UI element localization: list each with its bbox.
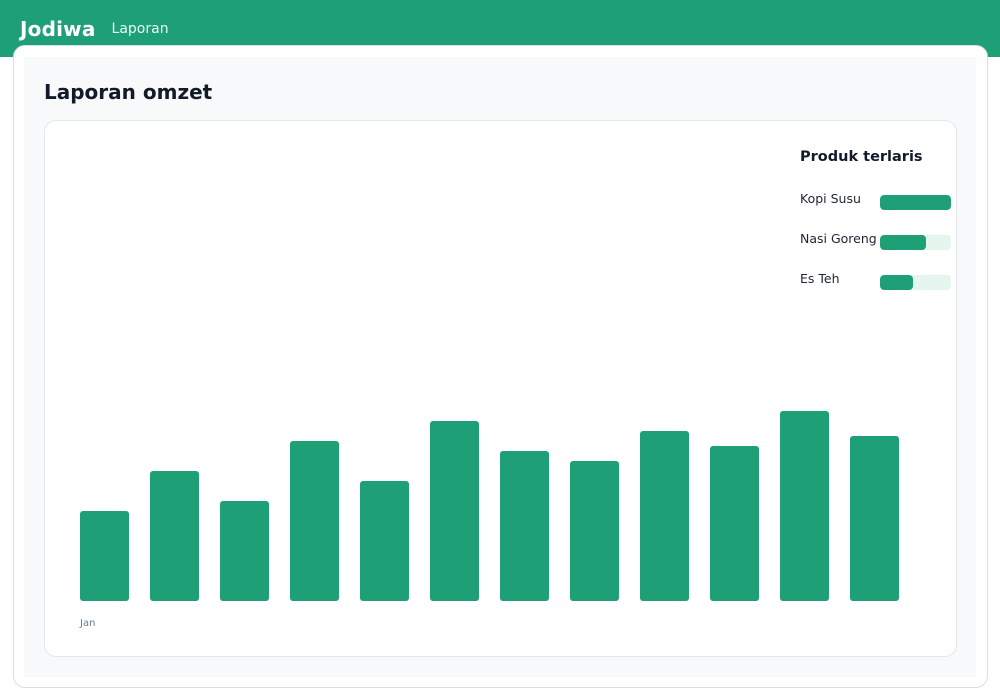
- chart-bar-9: [640, 431, 689, 601]
- top-products-title: Produk terlaris: [800, 149, 923, 165]
- chart-bar-6: [430, 421, 479, 601]
- product-bar-fill: [880, 235, 927, 250]
- chart-bar-12: [850, 436, 899, 601]
- page-title: Laporan omzet: [44, 80, 213, 104]
- brand-logo[interactable]: Jodiwa: [20, 16, 96, 41]
- chart-bar-4: [290, 441, 339, 601]
- chart-bar-3: [220, 501, 269, 601]
- product-name: Kopi Susu: [800, 191, 861, 206]
- chart-bar-11: [780, 411, 829, 601]
- chart-bar-10: [710, 446, 759, 601]
- product-bar-fill: [880, 195, 951, 210]
- product-bar-track: [880, 235, 951, 250]
- x-tick-label: Jan: [79, 618, 95, 629]
- product-bar-fill: [880, 275, 914, 290]
- product-name: Es Teh: [800, 271, 840, 286]
- product-bar-track: [880, 275, 951, 290]
- chart-bar-1: [80, 511, 129, 601]
- product-bar-track: [880, 195, 951, 210]
- product-row-kopi-susu: Kopi Susu: [800, 191, 952, 211]
- product-row-nasi-goreng: Nasi Goreng: [800, 231, 952, 251]
- chart-bar-2: [150, 471, 199, 601]
- product-row-es-teh: Es Teh: [800, 271, 952, 291]
- chart-bar-8: [570, 461, 619, 601]
- nav-link-laporan[interactable]: Laporan: [111, 20, 169, 37]
- chart-bar-5: [360, 481, 409, 601]
- chart-bar-7: [500, 451, 549, 601]
- product-name: Nasi Goreng: [800, 231, 877, 246]
